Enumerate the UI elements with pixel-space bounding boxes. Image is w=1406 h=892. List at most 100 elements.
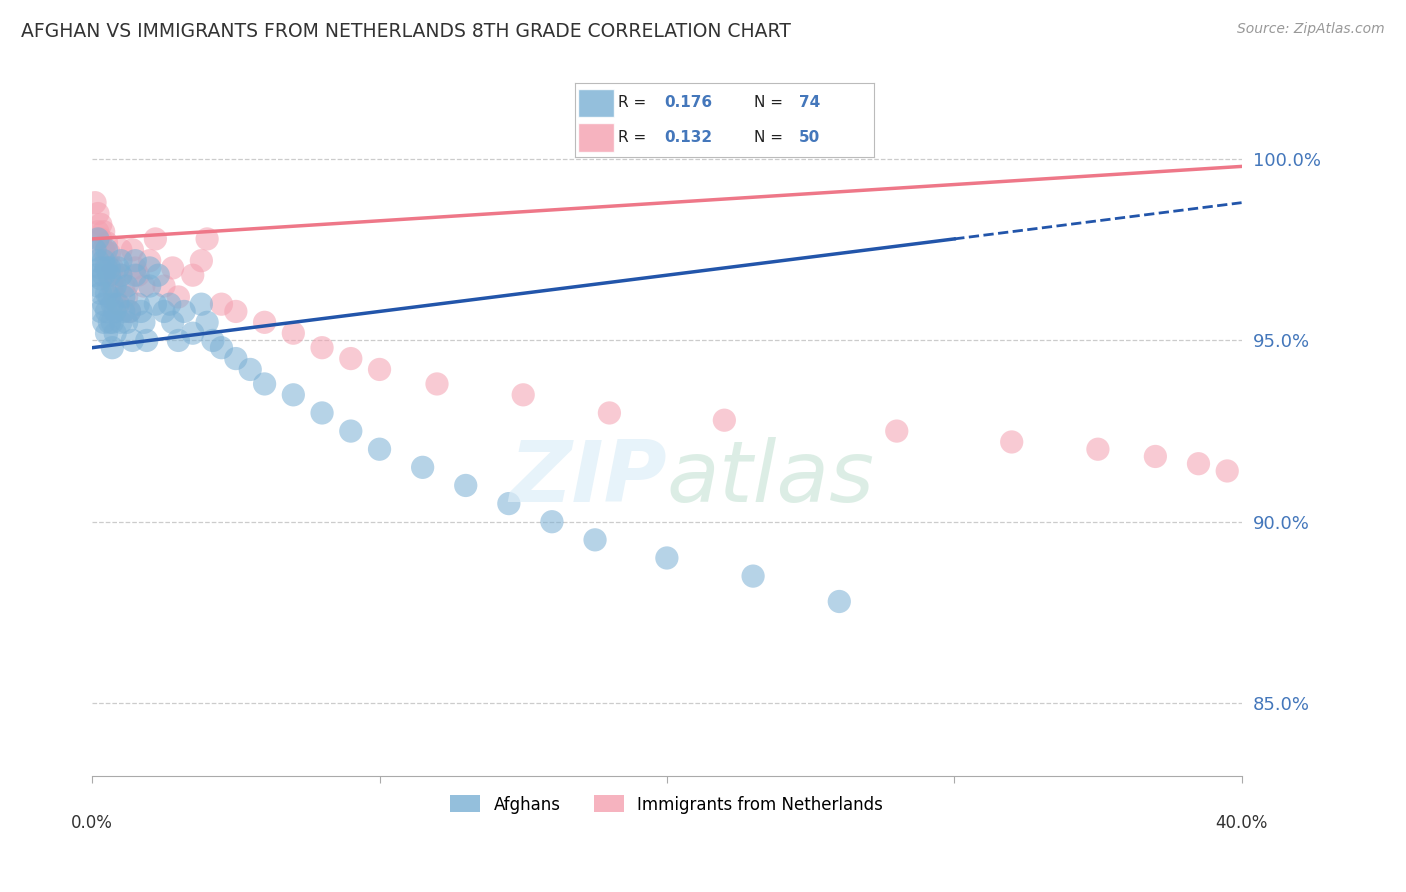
Point — [886, 424, 908, 438]
Point — [93, 253, 115, 268]
Point — [145, 232, 167, 246]
Point — [283, 326, 305, 341]
Point — [211, 341, 233, 355]
Point — [96, 326, 118, 341]
Point — [190, 253, 212, 268]
Point — [311, 406, 333, 420]
Point — [87, 279, 110, 293]
Point — [173, 304, 195, 318]
Point — [93, 315, 115, 329]
Point — [93, 297, 115, 311]
Point — [162, 260, 184, 275]
Point — [129, 304, 152, 318]
Point — [101, 315, 124, 329]
Point — [138, 253, 160, 268]
Point — [101, 297, 124, 311]
Point — [153, 279, 176, 293]
Text: Source: ZipAtlas.com: Source: ZipAtlas.com — [1237, 22, 1385, 37]
Point — [159, 297, 181, 311]
Point — [112, 290, 135, 304]
Text: ZIP: ZIP — [509, 437, 666, 520]
Point — [104, 290, 127, 304]
Point — [655, 551, 678, 566]
Point — [110, 268, 132, 282]
Point — [181, 268, 204, 282]
Point — [90, 286, 112, 301]
Point — [84, 268, 107, 282]
Point — [90, 232, 112, 246]
Point — [98, 290, 121, 304]
Point — [87, 253, 110, 268]
Point — [98, 260, 121, 275]
Point — [84, 195, 107, 210]
Point — [96, 260, 118, 275]
Point — [283, 388, 305, 402]
Point — [124, 253, 146, 268]
Point — [132, 279, 155, 293]
Point — [84, 243, 107, 257]
Point — [104, 279, 127, 293]
Point — [110, 268, 132, 282]
Point — [104, 326, 127, 341]
Point — [138, 279, 160, 293]
Point — [311, 341, 333, 355]
Point — [339, 424, 361, 438]
Point — [112, 279, 135, 293]
Point — [90, 260, 112, 275]
Point — [1187, 457, 1209, 471]
Point — [1216, 464, 1239, 478]
Point — [1144, 450, 1167, 464]
Point — [110, 253, 132, 268]
Point — [339, 351, 361, 366]
Point — [426, 376, 449, 391]
Point — [98, 246, 121, 260]
Text: atlas: atlas — [666, 437, 875, 520]
Point — [145, 297, 167, 311]
Point — [239, 362, 262, 376]
Point — [101, 260, 124, 275]
Point — [96, 243, 118, 257]
Point — [127, 268, 149, 282]
Point — [167, 334, 190, 348]
Point — [498, 497, 520, 511]
Point — [167, 290, 190, 304]
Point — [225, 304, 247, 318]
Point — [93, 268, 115, 282]
Point — [98, 315, 121, 329]
Point — [195, 315, 218, 329]
Point — [115, 315, 138, 329]
Point — [148, 268, 170, 282]
Point — [1087, 442, 1109, 457]
Point — [98, 268, 121, 282]
Point — [87, 206, 110, 220]
Point — [195, 232, 218, 246]
Point — [115, 290, 138, 304]
Point — [107, 297, 129, 311]
Point — [104, 268, 127, 282]
Point — [225, 351, 247, 366]
Text: 0.0%: 0.0% — [72, 814, 112, 832]
Point — [135, 334, 157, 348]
Point — [190, 297, 212, 311]
Point — [201, 334, 224, 348]
Point — [1001, 434, 1024, 449]
Point — [98, 268, 121, 282]
Point — [96, 286, 118, 301]
Text: 40.0%: 40.0% — [1215, 814, 1268, 832]
Point — [107, 260, 129, 275]
Point — [713, 413, 735, 427]
Point — [512, 388, 534, 402]
Point — [110, 315, 132, 329]
Point — [101, 279, 124, 293]
Point — [368, 442, 391, 457]
Point — [115, 279, 138, 293]
Point — [87, 232, 110, 246]
Point — [124, 260, 146, 275]
Point — [127, 297, 149, 311]
Text: AFGHAN VS IMMIGRANTS FROM NETHERLANDS 8TH GRADE CORRELATION CHART: AFGHAN VS IMMIGRANTS FROM NETHERLANDS 8T… — [21, 22, 792, 41]
Point — [828, 594, 851, 608]
Point — [253, 376, 276, 391]
Point — [124, 268, 146, 282]
Point — [162, 315, 184, 329]
Point — [90, 304, 112, 318]
